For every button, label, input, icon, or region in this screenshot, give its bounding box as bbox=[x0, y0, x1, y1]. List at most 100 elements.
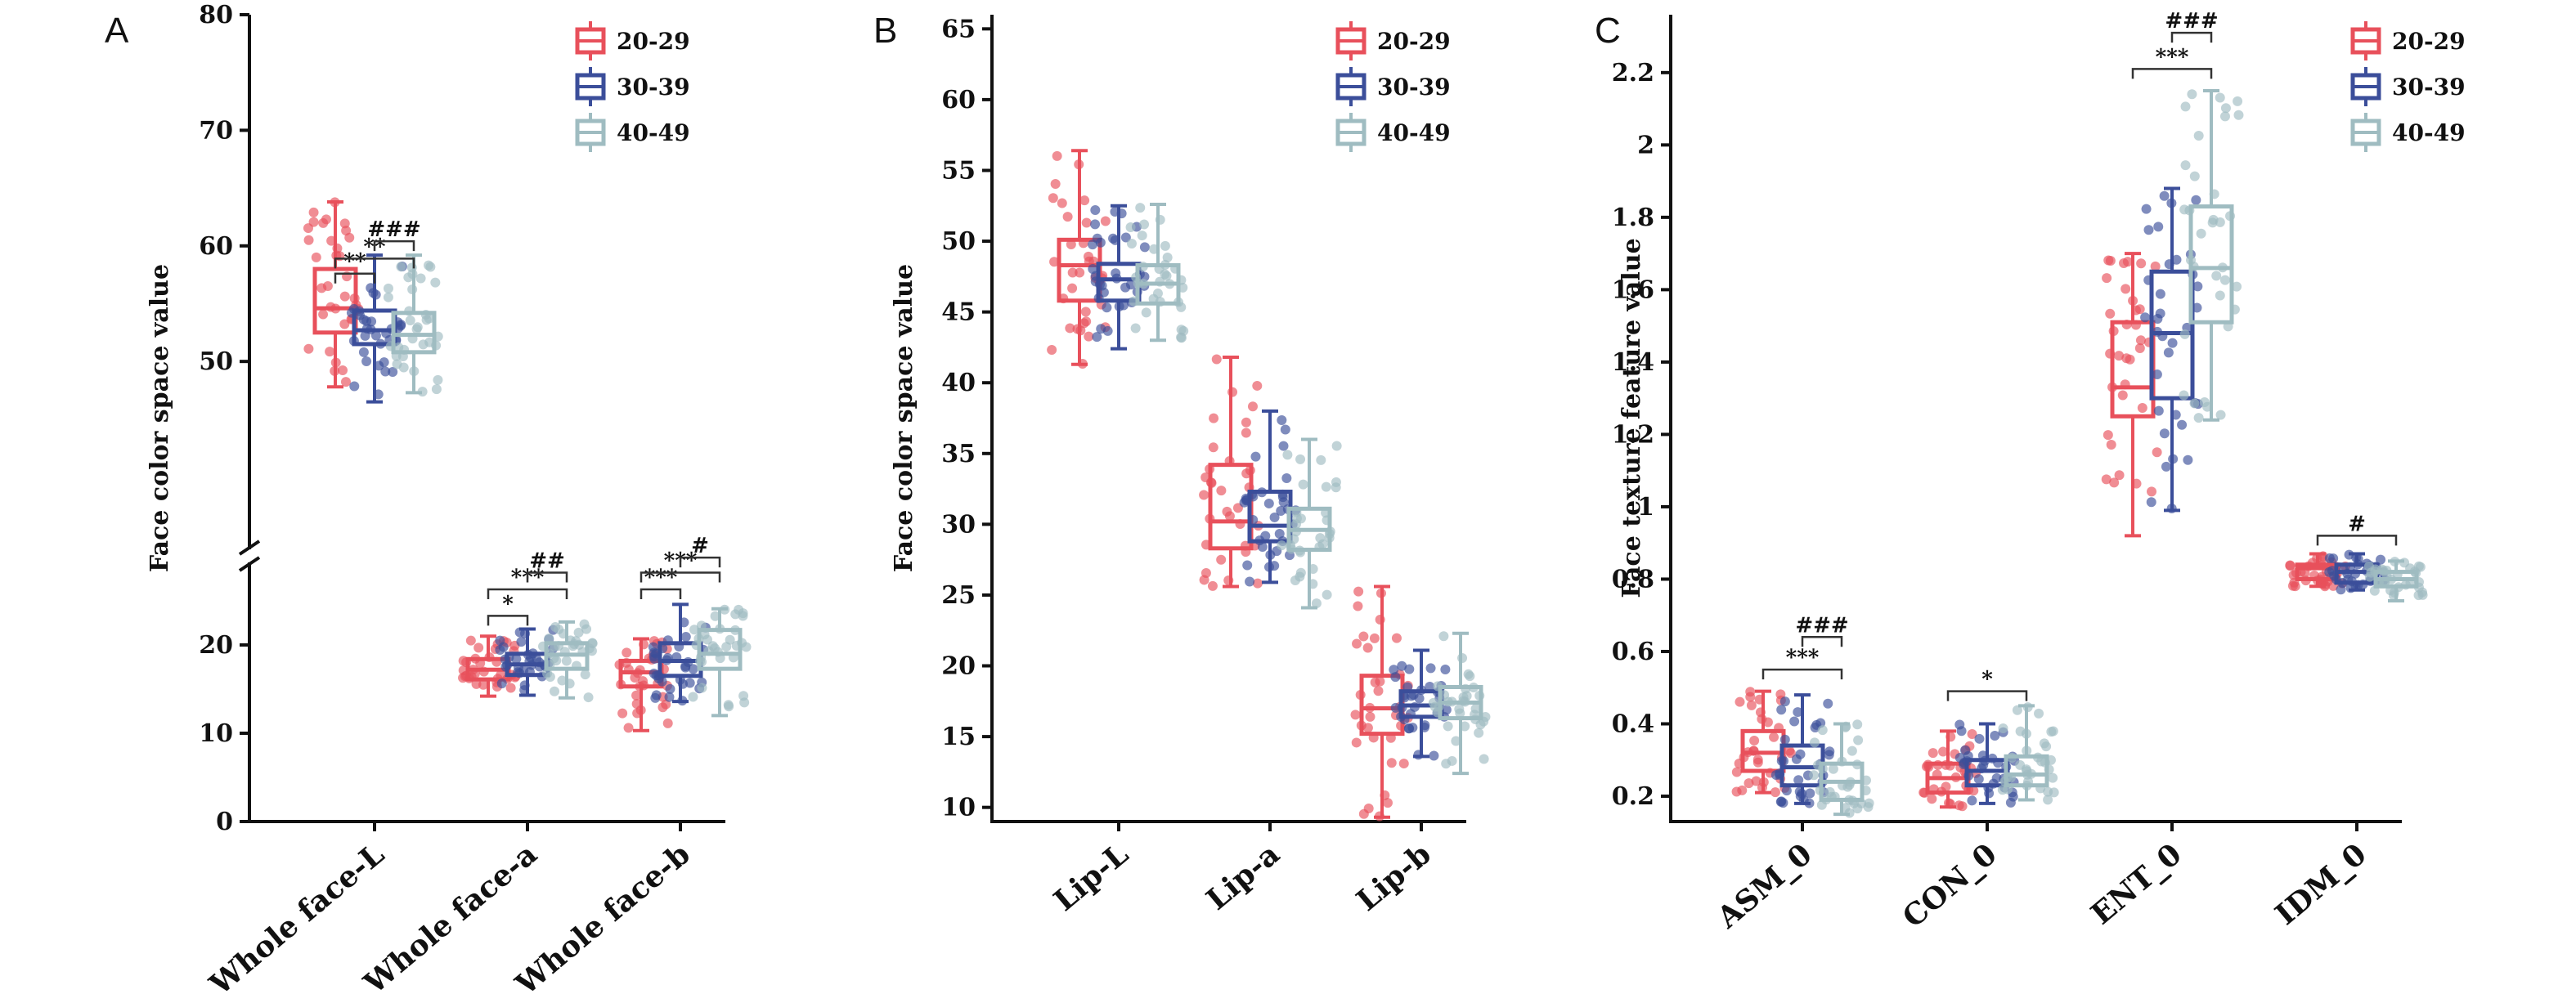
data-point bbox=[338, 365, 348, 376]
y-axis-label: Face color space value bbox=[890, 264, 918, 572]
y-tick-label: 10 bbox=[941, 794, 976, 822]
data-point bbox=[2233, 96, 2243, 106]
data-point bbox=[2152, 447, 2162, 458]
data-point bbox=[710, 611, 720, 621]
data-point bbox=[358, 314, 369, 325]
panel-a: A 0 10 20 50 60 70 80 Face color space value Who… bbox=[105, 1, 752, 1002]
significance-bracket: ### bbox=[2165, 9, 2219, 43]
y-tick-label: 0.2 bbox=[1612, 782, 1654, 811]
x-category-label: IDM_0 bbox=[2269, 837, 2372, 932]
data-point bbox=[1081, 316, 1092, 327]
bracket-line bbox=[526, 571, 568, 583]
data-point bbox=[1816, 799, 1827, 810]
data-point bbox=[1824, 750, 1834, 760]
data-point bbox=[688, 664, 698, 674]
data-point bbox=[1731, 767, 1742, 777]
box-20-29 bbox=[1199, 354, 1263, 591]
significance-bracket: *** bbox=[2131, 45, 2213, 79]
bracket-line bbox=[2131, 68, 2213, 79]
data-point bbox=[2193, 413, 2204, 423]
data-point bbox=[1440, 664, 1451, 674]
data-point bbox=[1200, 567, 1211, 578]
y-tick-label: 0.4 bbox=[1612, 710, 1654, 738]
data-point bbox=[2193, 130, 2204, 141]
y-tick-label: 2.2 bbox=[1612, 59, 1654, 87]
data-point bbox=[587, 638, 598, 648]
data-point bbox=[1227, 387, 1238, 397]
data-point bbox=[2136, 258, 2147, 269]
data-point bbox=[388, 367, 398, 378]
legend-label: 20-29 bbox=[2392, 28, 2466, 55]
data-point bbox=[511, 654, 522, 665]
significance-label: ** bbox=[343, 250, 366, 275]
data-point bbox=[1090, 219, 1101, 230]
data-point bbox=[1176, 325, 1187, 335]
data-point bbox=[1404, 664, 1415, 674]
y-tick-label: 10 bbox=[199, 719, 233, 748]
data-point bbox=[1049, 257, 1060, 267]
significance-label: *** bbox=[2156, 45, 2189, 69]
data-point bbox=[1130, 323, 1141, 334]
bracket-line bbox=[640, 571, 721, 583]
box-iqr bbox=[2188, 204, 2234, 325]
data-point bbox=[398, 362, 409, 373]
data-point bbox=[1375, 676, 1385, 687]
data-point bbox=[340, 377, 351, 387]
data-point bbox=[478, 679, 488, 690]
y-tick-label: 1.2 bbox=[1612, 420, 1654, 449]
data-point bbox=[2005, 797, 2016, 808]
data-point bbox=[1779, 734, 1790, 745]
data-point bbox=[2163, 347, 2174, 358]
data-point bbox=[1311, 598, 1322, 609]
data-point bbox=[730, 609, 741, 620]
data-point bbox=[303, 235, 314, 245]
y-tick-label: 40 bbox=[941, 369, 976, 397]
data-point bbox=[2415, 562, 2426, 572]
data-point bbox=[1216, 486, 1227, 496]
data-point bbox=[425, 262, 436, 272]
data-point bbox=[1277, 415, 1287, 426]
data-point bbox=[1373, 686, 1384, 696]
data-point bbox=[1397, 660, 1407, 671]
significance-bracket: ### bbox=[367, 217, 421, 252]
data-point bbox=[631, 699, 642, 710]
box-30-39 bbox=[2140, 186, 2203, 514]
data-point bbox=[1441, 759, 1452, 769]
data-point bbox=[316, 283, 327, 293]
data-point bbox=[396, 262, 406, 272]
category-lip-l: Lip-L bbox=[1047, 149, 1189, 918]
data-point bbox=[1208, 442, 1218, 453]
data-point bbox=[2012, 705, 2022, 715]
data-point bbox=[1081, 217, 1092, 228]
data-point bbox=[550, 686, 560, 696]
data-point bbox=[1247, 401, 1258, 412]
data-point bbox=[622, 647, 632, 658]
data-point bbox=[1990, 730, 2000, 741]
data-point bbox=[2103, 430, 2113, 441]
data-point bbox=[1316, 454, 1326, 465]
data-point bbox=[2215, 217, 2225, 227]
box-40-49 bbox=[1809, 719, 1874, 818]
data-point bbox=[1298, 479, 1308, 490]
data-point bbox=[318, 309, 329, 320]
data-point bbox=[2155, 308, 2165, 319]
data-point bbox=[1454, 704, 1465, 714]
y-tick-label: 0.8 bbox=[1612, 565, 1654, 593]
data-point bbox=[1242, 560, 1253, 571]
data-point bbox=[1277, 540, 1287, 551]
data-point bbox=[1957, 801, 1968, 812]
data-point bbox=[1769, 732, 1779, 742]
data-point bbox=[721, 642, 732, 652]
axes: 0 10 20 50 60 70 80 Face color space value bbox=[146, 1, 725, 836]
data-point bbox=[1978, 760, 1989, 771]
data-point bbox=[1245, 576, 1255, 587]
data-point bbox=[1137, 231, 1147, 241]
data-point bbox=[2399, 557, 2410, 568]
data-point bbox=[1429, 750, 1439, 761]
data-point bbox=[709, 643, 720, 653]
data-point bbox=[1967, 729, 1977, 740]
data-point bbox=[1973, 774, 1984, 785]
data-point bbox=[1398, 759, 1409, 769]
box-40-49 bbox=[383, 253, 443, 397]
category-con-0: CON_0 * bbox=[1896, 668, 2059, 934]
